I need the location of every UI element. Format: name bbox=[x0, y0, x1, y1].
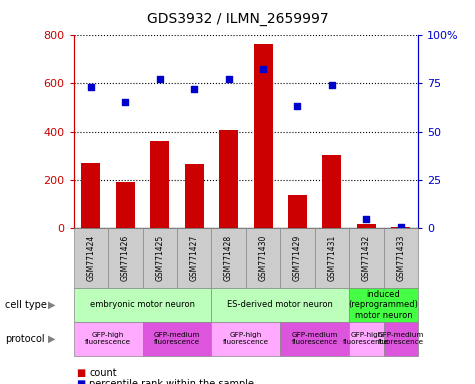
Text: count: count bbox=[89, 368, 117, 378]
Text: GSM771424: GSM771424 bbox=[86, 235, 95, 281]
Text: GSM771428: GSM771428 bbox=[224, 235, 233, 281]
Point bbox=[362, 216, 370, 222]
Text: induced
(reprogrammed)
motor neuron: induced (reprogrammed) motor neuron bbox=[349, 290, 418, 320]
Bar bbox=[185, 164, 204, 228]
Text: GFP-high
fluorescence: GFP-high fluorescence bbox=[223, 332, 269, 345]
Text: protocol: protocol bbox=[5, 334, 44, 344]
Point bbox=[259, 66, 267, 73]
Text: ■: ■ bbox=[76, 368, 85, 378]
Text: ES-derived motor neuron: ES-derived motor neuron bbox=[228, 300, 333, 310]
Point bbox=[294, 103, 301, 109]
Text: GSM771431: GSM771431 bbox=[327, 235, 336, 281]
Text: GSM771429: GSM771429 bbox=[293, 235, 302, 281]
Point bbox=[225, 76, 232, 82]
Text: GSM771426: GSM771426 bbox=[121, 235, 130, 281]
Text: embryonic motor neuron: embryonic motor neuron bbox=[90, 300, 195, 310]
Text: cell type: cell type bbox=[5, 300, 47, 310]
Text: ▶: ▶ bbox=[48, 334, 55, 344]
Bar bbox=[323, 154, 342, 228]
Text: GFP-high
fluorescence: GFP-high fluorescence bbox=[343, 332, 390, 345]
Point bbox=[156, 76, 163, 82]
Text: GSM771430: GSM771430 bbox=[258, 235, 267, 281]
Text: GFP-medium
fluorescence: GFP-medium fluorescence bbox=[154, 332, 200, 345]
Bar bbox=[288, 195, 307, 228]
Text: GFP-high
fluorescence: GFP-high fluorescence bbox=[85, 332, 131, 345]
Text: ■: ■ bbox=[76, 379, 85, 384]
Point bbox=[190, 86, 198, 92]
Text: GSM771425: GSM771425 bbox=[155, 235, 164, 281]
Bar bbox=[254, 44, 273, 228]
Point bbox=[87, 84, 95, 90]
Bar bbox=[150, 141, 169, 228]
Text: GSM771433: GSM771433 bbox=[396, 235, 405, 281]
Point bbox=[397, 223, 405, 230]
Point bbox=[328, 82, 336, 88]
Bar bbox=[391, 227, 410, 228]
Bar bbox=[81, 163, 100, 228]
Text: GFP-medium
fluorescence: GFP-medium fluorescence bbox=[292, 332, 338, 345]
Text: GSM771432: GSM771432 bbox=[362, 235, 371, 281]
Bar bbox=[357, 223, 376, 228]
Text: GSM771427: GSM771427 bbox=[190, 235, 199, 281]
Text: GDS3932 / ILMN_2659997: GDS3932 / ILMN_2659997 bbox=[147, 12, 328, 25]
Text: ▶: ▶ bbox=[48, 300, 55, 310]
Bar bbox=[219, 130, 238, 228]
Bar bbox=[116, 182, 135, 228]
Point bbox=[122, 99, 129, 106]
Text: GFP-medium
fluorescence: GFP-medium fluorescence bbox=[378, 332, 424, 345]
Text: percentile rank within the sample: percentile rank within the sample bbox=[89, 379, 254, 384]
